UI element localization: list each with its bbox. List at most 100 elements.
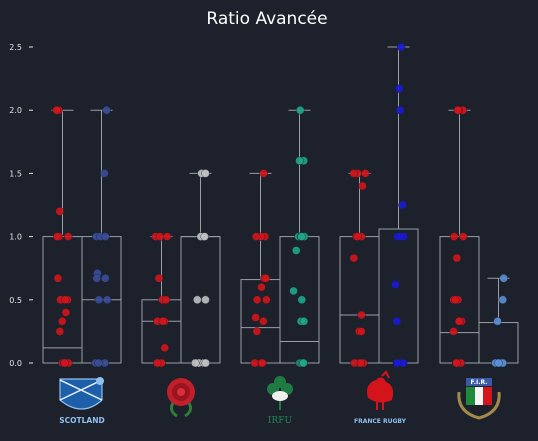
data-point [299, 358, 308, 368]
data-point [251, 232, 261, 241]
data-point [297, 295, 306, 304]
data-point [52, 105, 62, 115]
data-point [259, 169, 268, 178]
logo-wordmark: F.I.R. [470, 379, 487, 386]
data-point [262, 295, 271, 304]
data-point [152, 358, 162, 368]
data-point [102, 295, 112, 304]
y-tick-label: 2.0 [9, 106, 22, 115]
data-point [357, 310, 366, 320]
y-tick-label: 0.5 [9, 296, 22, 305]
data-point [449, 327, 458, 336]
data-point [100, 169, 109, 178]
data-point [53, 274, 63, 283]
data-point [259, 317, 268, 326]
data-point [459, 232, 468, 241]
data-point [449, 232, 459, 241]
team-series-group [339, 169, 380, 368]
logo-wordmark: SCOTLAND [59, 416, 104, 425]
data-point [357, 327, 366, 336]
data-point [297, 232, 306, 241]
data-point [161, 295, 171, 304]
data-point [361, 169, 370, 178]
data-point [155, 232, 165, 241]
data-point [454, 317, 464, 326]
italian-crest-icon: F.I.R. [457, 378, 501, 420]
data-point [353, 232, 362, 241]
data-point [52, 232, 62, 241]
y-tick-label: 0.0 [9, 359, 22, 368]
chart-title: Ratio Avancée [206, 9, 327, 29]
data-point [295, 156, 304, 165]
rose-icon [167, 378, 195, 418]
data-point [498, 295, 507, 304]
y-axis: 0.0 0.5 1.0 1.5 2.0 2.5 [9, 43, 33, 368]
data-point [200, 232, 209, 241]
team-series-group [378, 42, 419, 368]
box-iqr [478, 322, 519, 364]
team-series-group [81, 105, 122, 368]
data-point [292, 246, 301, 255]
data-point [101, 232, 110, 241]
data-point [451, 295, 460, 304]
logo-wordmark: IRFU [268, 416, 293, 426]
data-point [358, 181, 367, 191]
data-point [154, 274, 164, 283]
data-point [395, 105, 405, 115]
data-point [251, 313, 260, 322]
data-point [61, 295, 70, 304]
team-series-group [439, 105, 480, 368]
logo-wordmark: FRANCE RUGBY [354, 418, 407, 425]
data-point [102, 105, 111, 115]
data-point [261, 274, 270, 283]
data-point [499, 274, 508, 283]
data-point [92, 274, 101, 283]
data-point [63, 232, 73, 241]
data-point [356, 358, 366, 368]
data-point [257, 282, 266, 292]
data-point [61, 308, 71, 317]
team-series-group [141, 232, 182, 368]
data-point [395, 232, 405, 241]
data-point [252, 295, 262, 304]
team-series-group [478, 274, 519, 368]
thistle-shield-icon: SCOTLAND [59, 377, 105, 425]
data-point [101, 274, 110, 283]
box-iqr [339, 236, 380, 364]
data-point [452, 253, 462, 263]
data-point [396, 42, 406, 52]
data-point [349, 169, 358, 178]
y-tick-label: 2.5 [9, 43, 22, 52]
y-tick-label: 1.5 [9, 169, 22, 178]
data-point [252, 327, 262, 336]
box-iqr [141, 299, 182, 364]
data-point [94, 358, 103, 368]
team-series-group [279, 105, 320, 368]
data-point [453, 105, 463, 115]
data-point [494, 358, 503, 368]
data-point [162, 232, 172, 241]
data-point [392, 317, 402, 326]
data-point [55, 327, 65, 336]
data-point [398, 200, 407, 210]
data-point [289, 286, 298, 296]
team-series-group [42, 105, 83, 368]
data-point [493, 317, 502, 326]
data-point [60, 358, 69, 368]
data-point [452, 358, 461, 368]
team-series-group [240, 169, 281, 368]
data-point [191, 358, 200, 368]
data-point [158, 317, 168, 326]
data-point [349, 253, 359, 263]
shamrock-icon: IRFU [267, 376, 293, 426]
team-logos: SCOTLAND IRFU FRANCE RUGBY F.I.R. [59, 370, 501, 426]
data-point [160, 343, 169, 353]
data-point [299, 317, 309, 326]
data-point [201, 295, 210, 304]
data-point [55, 207, 64, 216]
data-point [391, 280, 400, 289]
team-series-group [180, 169, 221, 368]
data-point [393, 358, 402, 368]
data-point [258, 358, 267, 368]
